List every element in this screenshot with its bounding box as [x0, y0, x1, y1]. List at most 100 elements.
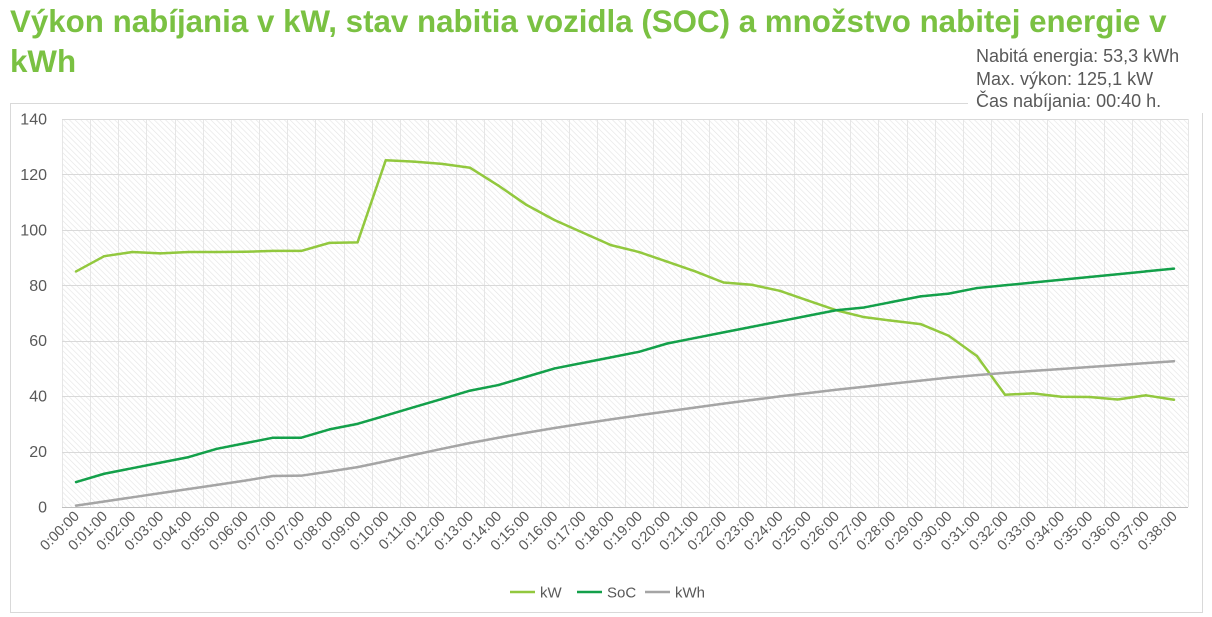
data-point-kwh	[1116, 363, 1119, 367]
data-point-kwh	[74, 504, 78, 507]
data-point-kw	[694, 270, 697, 273]
y-tick-label: 120	[20, 167, 47, 184]
data-point-kw	[722, 281, 725, 284]
gridlines	[62, 119, 1189, 508]
data-point-kw	[1172, 398, 1176, 401]
data-point-kwh	[891, 382, 894, 385]
data-point-soc	[919, 295, 922, 298]
data-point-kwh	[497, 436, 500, 439]
data-point-soc	[1172, 267, 1176, 270]
data-point-kwh	[834, 388, 838, 391]
data-point-kw	[300, 249, 303, 253]
data-point-soc	[1088, 275, 1091, 279]
data-point-kwh	[131, 496, 134, 499]
data-point-kwh	[919, 379, 922, 382]
data-point-soc	[1060, 278, 1063, 281]
data-point-soc	[103, 472, 106, 475]
data-point-kwh	[468, 441, 472, 445]
data-point-kwh	[243, 479, 247, 482]
data-point-soc	[440, 397, 444, 401]
data-point-kwh	[300, 474, 303, 477]
data-point-kw	[581, 231, 584, 234]
data-point-kw	[328, 241, 331, 245]
data-point-kw	[440, 162, 444, 166]
data-point-kwh	[750, 398, 753, 402]
data-point-soc	[750, 325, 753, 329]
data-point-kw	[750, 283, 753, 286]
data-point-kw	[975, 354, 979, 358]
y-tick-label: 100	[20, 222, 47, 239]
data-point-kwh	[412, 453, 416, 457]
data-point-kwh	[637, 414, 641, 417]
data-point-kwh	[159, 491, 162, 495]
data-point-kwh	[806, 391, 810, 395]
data-point-kw	[1116, 398, 1119, 401]
data-point-kw	[778, 289, 782, 293]
chart-title: Výkon nabíjania v kW, stav nabitia vozid…	[10, 4, 1167, 79]
data-point-kw	[919, 322, 922, 326]
data-point-kw	[947, 334, 950, 337]
data-point-kw	[863, 315, 866, 319]
data-point-kw	[637, 250, 641, 254]
data-point-soc	[1144, 270, 1147, 273]
data-point-soc	[834, 309, 838, 312]
data-point-kwh	[384, 460, 387, 463]
data-point-soc	[187, 455, 190, 459]
data-point-kw	[553, 218, 556, 222]
data-point-kw	[1031, 392, 1035, 395]
legend-label-kwh: kWh	[675, 585, 705, 602]
data-point-kwh	[271, 474, 275, 478]
series-kw	[74, 159, 1176, 401]
data-point-kwh	[103, 500, 106, 503]
data-point-soc	[243, 442, 247, 445]
data-point-soc	[271, 436, 275, 439]
data-point-kwh	[356, 465, 359, 469]
data-point-soc	[468, 389, 472, 392]
data-point-kw	[412, 160, 416, 163]
data-point-soc	[581, 361, 584, 365]
data-point-kwh	[1144, 361, 1147, 365]
data-point-kw	[1003, 393, 1007, 396]
y-tick-label: 40	[29, 389, 47, 406]
data-point-soc	[159, 461, 162, 464]
data-point-soc	[525, 375, 528, 378]
data-point-kw	[215, 250, 219, 254]
data-point-soc	[497, 383, 500, 387]
y-axis-labels: 0 20 40 60 80 100 120 140	[20, 112, 47, 517]
data-point-kwh	[1060, 367, 1063, 371]
data-point-kw	[243, 250, 247, 253]
data-point-kw	[271, 249, 275, 253]
data-point-kw	[468, 166, 472, 169]
data-point-kw	[356, 241, 359, 244]
data-point-soc	[356, 422, 359, 426]
data-point-kw	[525, 203, 528, 207]
data-point-kw	[384, 159, 387, 162]
data-point-soc	[215, 447, 219, 450]
legend-label-kw: kW	[540, 585, 563, 602]
data-point-soc	[1003, 284, 1007, 287]
legend-label-soc: SoC	[607, 585, 636, 602]
data-point-soc	[1116, 273, 1119, 276]
series-soc	[74, 267, 1176, 484]
data-point-kwh	[187, 487, 190, 491]
data-point-soc	[863, 306, 866, 309]
data-point-kw	[159, 252, 162, 255]
y-tick-label: 20	[29, 444, 47, 461]
data-point-kwh	[609, 418, 613, 421]
y-tick-label: 0	[38, 500, 47, 517]
data-point-soc	[975, 286, 979, 290]
data-point-soc	[947, 292, 950, 295]
data-point-soc	[778, 320, 782, 323]
data-point-kw	[497, 184, 500, 187]
series-line-kwh	[74, 359, 1176, 507]
data-point-soc	[553, 367, 556, 370]
series-line-soc	[74, 267, 1176, 484]
data-point-kw	[1144, 394, 1147, 397]
charging-summary: Nabitá energia: 53,3 kWh Max. výkon: 125…	[968, 45, 1208, 113]
data-point-soc	[1031, 281, 1035, 284]
data-point-soc	[891, 300, 894, 304]
y-tick-label: 60	[29, 333, 47, 350]
data-point-soc	[637, 350, 641, 353]
data-point-soc	[666, 342, 669, 345]
